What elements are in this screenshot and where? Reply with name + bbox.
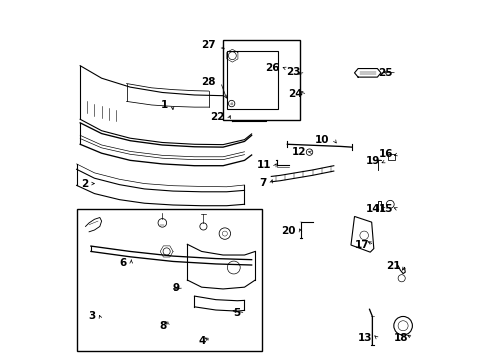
Text: 14: 14	[365, 204, 380, 214]
Text: 25: 25	[377, 68, 391, 78]
Text: 13: 13	[357, 333, 372, 343]
Text: 20: 20	[281, 226, 295, 236]
Text: 1: 1	[160, 100, 167, 110]
Text: 26: 26	[264, 63, 279, 73]
Text: 4: 4	[199, 337, 206, 346]
Text: 19: 19	[365, 157, 380, 166]
Bar	[226, 51, 278, 109]
Text: 6: 6	[119, 258, 126, 268]
Text: 5: 5	[233, 308, 241, 318]
Text: 28: 28	[201, 77, 216, 87]
Text: 22: 22	[210, 112, 224, 122]
Bar	[387, 154, 394, 160]
Text: 3: 3	[88, 311, 95, 321]
Text: 7: 7	[259, 178, 266, 188]
Text: 11: 11	[256, 160, 270, 170]
Text: 2: 2	[81, 179, 88, 189]
Text: 16: 16	[378, 149, 392, 159]
Text: 8: 8	[160, 321, 166, 331]
Text: 15: 15	[378, 204, 392, 214]
Text: 23: 23	[286, 67, 300, 77]
Text: 9: 9	[172, 283, 179, 293]
Text: 24: 24	[287, 89, 302, 99]
Text: 18: 18	[393, 333, 407, 343]
Text: 17: 17	[354, 240, 369, 250]
Text: 27: 27	[201, 40, 216, 50]
Text: 12: 12	[291, 147, 305, 157]
Text: 21: 21	[386, 261, 400, 271]
Bar	[77, 208, 262, 351]
Text: 10: 10	[314, 135, 329, 145]
Bar	[223, 40, 299, 120]
